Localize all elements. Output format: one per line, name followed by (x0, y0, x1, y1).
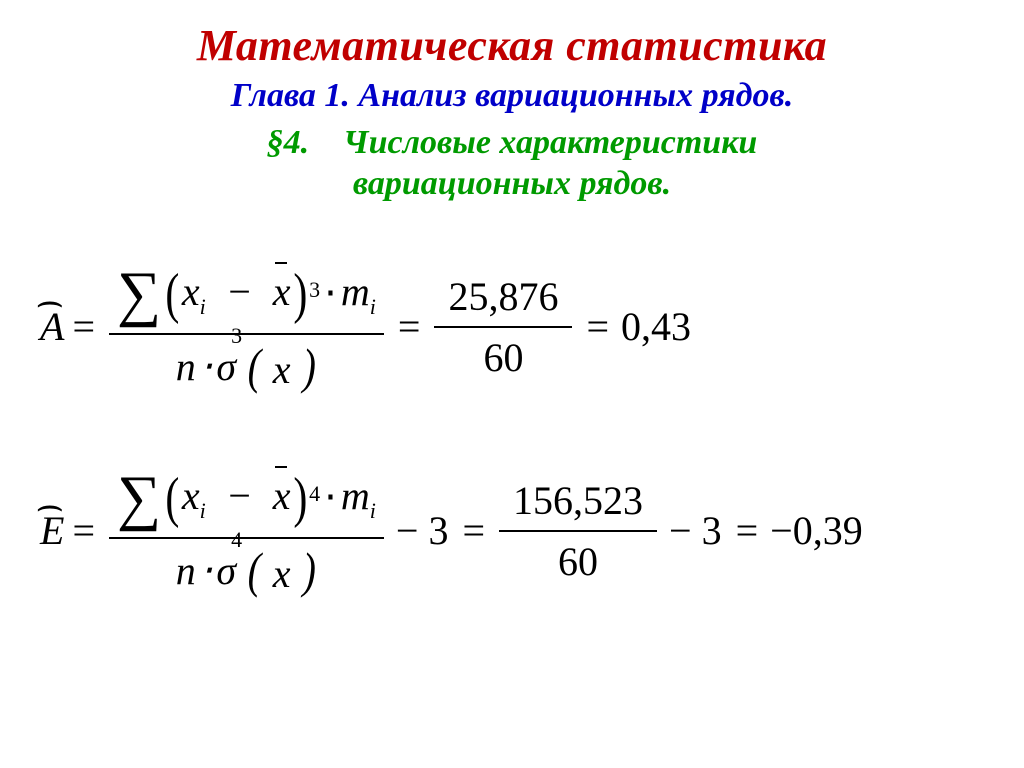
x-bar: x (273, 472, 291, 519)
paren-term-E: ( xi − x ) 4 (163, 470, 320, 526)
result-A: 0,43 (617, 303, 691, 350)
cdot: ⋅ (320, 270, 341, 317)
equals-sign: = (728, 507, 767, 554)
equals-sign: = (454, 507, 493, 554)
num-val-E: 156,523 (499, 471, 657, 532)
mi: mi (341, 268, 376, 320)
xi: xi (182, 473, 206, 518)
main-fraction-A: ∑ ( xi − x ) 3 ⋅ mi (109, 255, 384, 399)
sum-symbol: ∑ (117, 467, 161, 529)
equals-sign: = (64, 303, 103, 350)
den-val-E: 60 (499, 532, 657, 591)
denominator-E: n ⋅ σ4 ( x ) (109, 539, 384, 603)
paren-term-A: ( xi − x ) 3 (163, 266, 320, 322)
x-bar: x (273, 268, 291, 315)
numerator-E: ∑ ( xi − x ) 4 ⋅ mi (109, 459, 384, 539)
lhs-A-hat: A (40, 303, 64, 350)
cube-exp: 3 (309, 277, 320, 303)
den-val-A: 60 (434, 328, 572, 387)
pow4-exp: 4 (309, 481, 320, 507)
sigma-pow4: σ4 (216, 547, 236, 594)
numeric-fraction-A: 25,876 60 (434, 267, 572, 387)
num-val-A: 25,876 (434, 267, 572, 328)
sigma-cubed: σ3 (216, 343, 236, 390)
section-heading-line2: вариационных рядов. (30, 164, 994, 205)
section-title-2: вариационных рядов. (353, 165, 671, 202)
xi: xi (182, 269, 206, 314)
formula-kurtosis: E = ∑ ( xi − x ) 4 ⋅ (40, 459, 994, 603)
lhs-E-hat: E (40, 507, 64, 554)
slide: Математическая статистика Глава 1. Анали… (0, 0, 1024, 768)
section-number: §4. (267, 124, 310, 161)
section-title-1: Числовые характеристики (343, 124, 757, 161)
numerator-A: ∑ ( xi − x ) 3 ⋅ mi (109, 255, 384, 335)
mi: mi (341, 472, 376, 524)
formula-block: A = ∑ ( xi − x ) 3 ⋅ (30, 255, 994, 603)
denominator-A: n ⋅ σ3 ( x ) (109, 335, 384, 399)
section-heading-line1: §4. Числовые характеристики (30, 123, 994, 164)
n: n (176, 343, 196, 390)
sum-symbol: ∑ (117, 263, 161, 325)
minus-3: − 3 (663, 507, 728, 554)
equals-sign: = (578, 303, 617, 350)
formula-skewness: A = ∑ ( xi − x ) 3 ⋅ (40, 255, 994, 399)
main-fraction-E: ∑ ( xi − x ) 4 ⋅ mi (109, 459, 384, 603)
minus-3: − 3 (390, 507, 455, 554)
n: n (176, 547, 196, 594)
numeric-fraction-E: 156,523 60 (499, 471, 657, 591)
equals-sign: = (64, 507, 103, 554)
equals-sign: = (390, 303, 429, 350)
cdot: ⋅ (320, 474, 341, 521)
result-E: −0,39 (766, 507, 863, 554)
main-title: Математическая статистика (30, 20, 994, 71)
paren-x: ( x ) (246, 341, 317, 393)
chapter-title: Глава 1. Анализ вариационных рядов. (30, 77, 994, 115)
paren-x: ( x ) (246, 545, 317, 597)
